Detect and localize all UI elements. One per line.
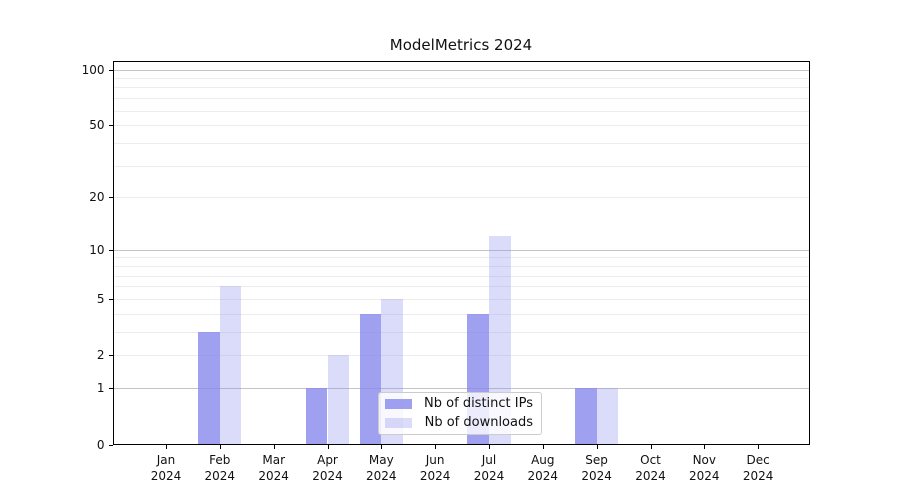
bar-nb-of-distinct-ips [198,331,220,445]
gridline-minor [113,313,809,315]
gridline-major [113,69,809,71]
gridline-minor [113,331,809,333]
x-tick-label: Oct 2024 [635,452,666,483]
x-axis-tick [758,444,760,449]
x-tick-label: Nov 2024 [689,452,720,483]
x-axis-tick [650,444,652,449]
gridline-minor [113,142,809,144]
y-axis-tick [108,388,113,390]
y-axis-tick [108,298,113,300]
x-axis-tick [327,444,329,449]
x-tick-label: Jan 2024 [150,452,182,483]
y-tick-label: 1 [96,381,105,396]
bar-nb-of-distinct-ips [575,388,597,445]
gridline-major [113,249,809,251]
legend-label: Nb of downloads [424,415,533,430]
bar-nb-of-distinct-ips [359,313,382,445]
gridline-minor [113,87,809,89]
gridline-minor [113,197,809,199]
legend-label: Nb of distinct IPs [424,396,533,411]
y-tick-label: 0 [96,437,105,452]
x-axis-tick [166,444,167,449]
x-tick-label: Apr 2024 [312,452,343,483]
gridline-minor [113,98,809,100]
y-tick-label: 10 [89,242,105,257]
gridline-minor [113,355,809,357]
x-axis-tick [435,444,437,449]
gridline-minor [113,257,809,259]
plot-area [112,61,810,445]
gridline-minor [113,78,809,79]
x-axis-tick [273,444,275,449]
gridline-minor [113,298,809,300]
x-tick-label: Mar 2024 [258,452,289,483]
x-axis-tick [489,444,490,449]
legend-swatch [385,417,412,428]
y-tick-label: 100 [81,62,105,77]
bar-nb-of-distinct-ips [305,388,328,445]
bar-nb-of-downloads [327,355,350,445]
gridline-minor [113,275,809,277]
legend-entry: Nb of downloads [385,415,533,430]
x-axis-tick [219,444,221,449]
legend: Nb of distinct IPs Nb of downloads [378,391,542,435]
gridline-minor [113,165,809,167]
y-axis-tick [108,125,113,126]
x-axis-tick [381,444,383,449]
chart-title: ModelMetrics 2024 [389,36,533,54]
x-tick-label: Sep 2024 [581,452,612,483]
x-tick-label: Aug 2024 [527,452,559,483]
x-axis-tick [596,444,598,449]
gridline-minor [113,286,809,288]
gridline-minor [113,110,809,112]
x-axis-tick [542,444,544,449]
legend-swatch [385,398,412,409]
x-tick-label: May 2024 [366,452,397,483]
y-tick-label: 5 [96,291,105,306]
x-tick-label: Dec 2024 [742,452,774,483]
x-tick-label: Jul 2024 [473,452,505,483]
gridline-minor [113,125,809,126]
y-axis-tick [108,444,113,446]
y-tick-label: 50 [89,118,105,132]
y-axis-tick [108,69,113,71]
legend-entry: Nb of distinct IPs [385,396,533,411]
x-tick-label: Feb 2024 [204,452,236,483]
gridline-minor [113,266,809,267]
y-axis-tick [108,355,113,357]
bar-nb-of-downloads [596,388,619,445]
x-axis-tick [704,444,706,449]
y-axis-tick [108,249,113,251]
x-tick-label: Jun 2024 [419,452,451,483]
gridline-major [113,388,809,390]
bar-nb-of-downloads [219,286,242,445]
y-tick-label: 20 [89,190,105,205]
y-axis-tick [108,197,113,199]
y-tick-label: 2 [96,348,105,363]
